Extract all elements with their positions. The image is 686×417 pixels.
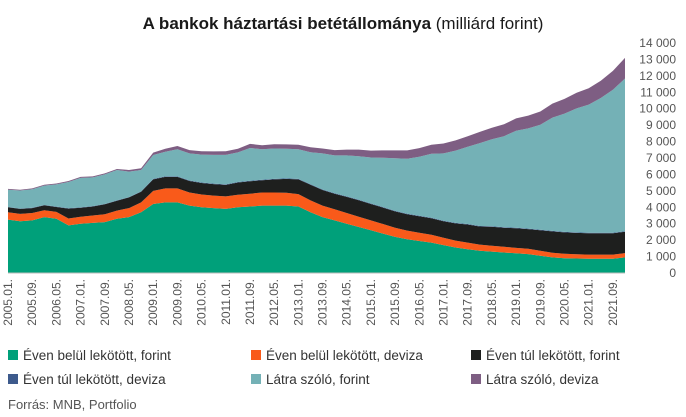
x-tick-label: 2005.09. [25,279,39,326]
y-tick-label: 0 [669,266,676,280]
y-tick-label: 3 000 [646,217,676,231]
x-tick-label: 2014.05. [340,279,354,326]
y-tick-label: 7 000 [646,151,676,165]
legend-item-4: Éven túl lekötött, deviza [8,371,166,387]
x-tick-label: 2018.05. [485,279,499,326]
x-tick-label: 2021.09. [606,279,620,326]
x-tick-label: 2011.09. [243,279,257,325]
y-tick-label: 11 000 [640,85,676,99]
area-series-3 [8,176,625,255]
y-tick-label: 1 000 [646,250,676,264]
chart-title-unit: (milliárd forint) [431,14,544,33]
legend-swatch-6 [471,374,481,384]
x-tick-label: 2017.09. [461,279,475,326]
y-tick-label: 5 000 [646,184,676,198]
x-tick-label: 2009.01. [146,279,160,326]
y-tick-label: 12 000 [639,69,676,83]
x-tick-label: 2019.01. [509,279,523,326]
legend-swatch-2 [251,350,261,360]
legend-label-1: Éven belül lekötött, forint [23,347,171,363]
x-tick-label: 2019.09. [533,279,547,326]
area-series-5 [8,78,625,233]
y-tick-label: 8 000 [646,135,676,149]
x-tick-label: 2017.01. [437,279,451,326]
x-tick-label: 2011.01. [219,279,233,325]
x-axis-ticks: 2005.01. 2005.09. 2006.05. 2007.01. 2007.09.… [1,279,620,326]
legend-item-2: Éven belül lekötött, deviza [251,347,423,363]
chart-title: A bankok háztartási betétállománya (mill… [0,14,686,34]
x-tick-label: 2013.01. [291,279,305,326]
stacked-area-chart: 0 1 000 2 000 3 000 4 000 5 000 6 000 7 000 8 00… [1,36,676,326]
x-tick-label: 2009.09. [170,279,184,326]
legend-item-5: Látra szóló, forint [251,371,370,387]
legend-label-4: Éven túl lekötött, deviza [23,371,166,387]
x-tick-label: 2007.01. [74,279,88,326]
x-tick-label: 2016.05. [412,279,426,326]
x-tick-label: 2021.01. [582,279,596,326]
source-note: Forrás: MNB, Portfolio [8,397,137,412]
legend-item-3: Éven túl lekötött, forint [471,347,620,363]
x-tick-label: 2005.01. [1,279,15,326]
x-tick-label: 2006.05. [49,279,63,326]
x-tick-label: 2015.01. [364,279,378,326]
y-tick-label: 10 000 [639,102,676,116]
legend-item-1: Éven belül lekötött, forint [8,347,171,363]
x-tick-label: 2015.09. [388,279,402,326]
chart-areas [8,57,625,273]
y-tick-label: 14 000 [639,36,676,50]
y-tick-label: 13 000 [639,52,676,66]
x-tick-label: 2010.05. [195,279,209,326]
area-series-1 [8,202,625,273]
x-tick-label: 2008.05. [122,279,136,326]
y-tick-label: 9 000 [646,118,676,132]
legend-swatch-4 [8,374,18,384]
legend-label-3: Éven túl lekötött, forint [486,347,620,363]
y-axis-ticks: 0 1 000 2 000 3 000 4 000 5 000 6 000 7 000 8 00… [639,36,676,280]
legend-label-2: Éven belül lekötött, deviza [266,347,423,363]
x-tick-label: 2012.05. [267,279,281,326]
y-tick-label: 6 000 [646,167,676,181]
x-tick-label: 2020.05. [558,279,572,326]
x-tick-label: 2007.09. [98,279,112,326]
legend-label-6: Látra szóló, deviza [486,371,599,387]
legend-swatch-5 [251,374,261,384]
legend-swatch-3 [471,350,481,360]
y-tick-label: 4 000 [646,200,676,214]
chart-title-main: A bankok háztartási betétállománya [142,14,432,33]
legend-item-6: Látra szóló, deviza [471,371,599,387]
legend-swatch-1 [8,350,18,360]
legend-label-5: Látra szóló, forint [266,371,370,387]
y-tick-label: 2 000 [646,233,676,247]
x-tick-label: 2013.09. [316,279,330,326]
